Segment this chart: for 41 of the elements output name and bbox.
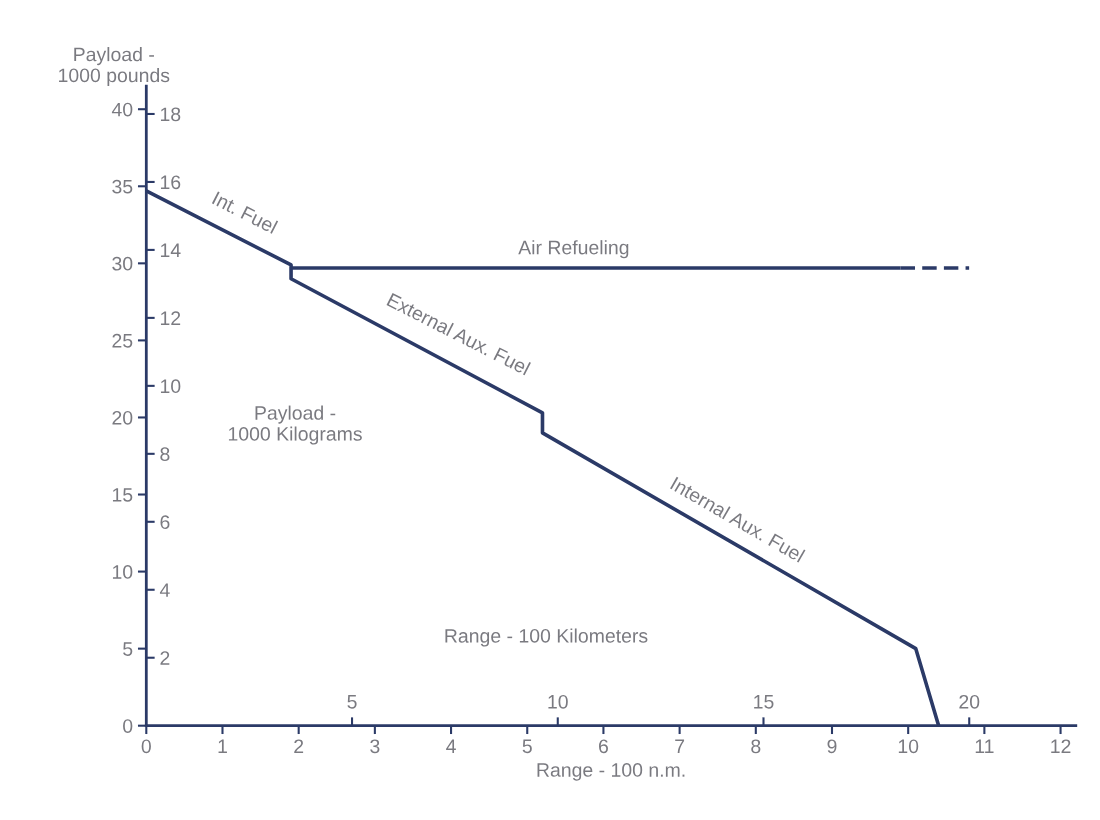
y2-tick-label: 4 xyxy=(159,583,170,597)
x2-tick-label: 5 xyxy=(347,695,357,709)
x-tick-label: 4 xyxy=(446,739,456,753)
x-tick-label: 12 xyxy=(1051,739,1071,753)
y2-tick-label: 16 xyxy=(160,175,181,190)
y2-axis-title: Payload - 1000 Kilograms xyxy=(228,405,362,445)
annotation: Int. Fuel xyxy=(211,190,279,235)
y-tick-label: 15 xyxy=(112,488,133,502)
y2-tick-label: 2 xyxy=(160,651,170,665)
x-tick-label: 10 xyxy=(898,739,919,754)
y2-tick-label: 10 xyxy=(160,379,181,394)
y2-tick-label: 6 xyxy=(160,515,170,530)
y-tick-label: 40 xyxy=(111,102,133,117)
x-tick-label: 7 xyxy=(675,739,685,753)
annotation: Air Refueling xyxy=(518,240,629,259)
y-tick-label: 20 xyxy=(112,410,133,425)
x-tick-label: 8 xyxy=(751,739,761,754)
x-tick-label: 6 xyxy=(599,739,608,754)
y-tick-label: 25 xyxy=(112,333,133,348)
y2-tick-label: 8 xyxy=(160,447,170,462)
x2-tick-label: 15 xyxy=(754,695,774,709)
y-tick-label: 0 xyxy=(123,719,133,733)
x-tick-label: 3 xyxy=(370,739,380,754)
x-tick-label: 5 xyxy=(522,739,532,754)
y2-tick-label: 18 xyxy=(160,107,181,122)
x-axis-title: Range - 100 n.m. xyxy=(537,763,685,781)
y-axis-title: Payload - 1000 pounds xyxy=(59,47,170,87)
x-tick-label: 9 xyxy=(827,739,837,754)
y-tick-label: 5 xyxy=(123,642,133,656)
x2-tick-label: 20 xyxy=(959,694,980,709)
y2-tick-label: 12 xyxy=(160,311,181,325)
y-tick-label: 10 xyxy=(112,565,133,579)
x-tick-label: 11 xyxy=(975,739,994,753)
x-tick-label: 1 xyxy=(218,739,227,753)
y2-tick-label: 14 xyxy=(160,243,181,257)
x-tick-label: 2 xyxy=(294,739,304,753)
x2-axis-title: Range - 100 Kilometers xyxy=(445,628,648,647)
y-tick-label: 30 xyxy=(112,256,133,271)
x-tick-label: 0 xyxy=(141,739,151,754)
x2-tick-label: 10 xyxy=(548,694,568,709)
y-tick-label: 35 xyxy=(112,179,133,194)
